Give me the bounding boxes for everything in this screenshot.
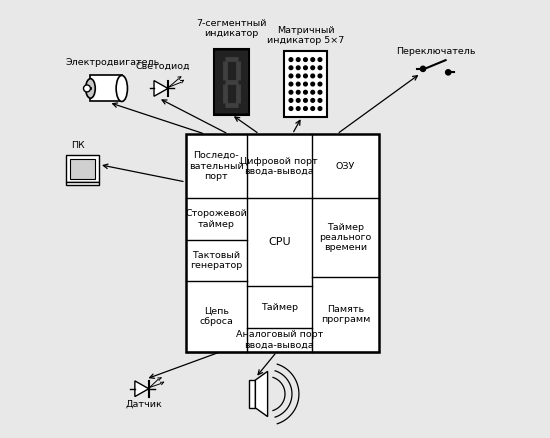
Circle shape xyxy=(318,66,322,70)
Circle shape xyxy=(311,58,315,61)
Circle shape xyxy=(304,107,307,110)
Circle shape xyxy=(304,99,307,102)
Text: 7-сегментный
индикатор: 7-сегментный индикатор xyxy=(196,19,267,39)
Circle shape xyxy=(289,74,293,78)
Circle shape xyxy=(311,90,315,94)
Circle shape xyxy=(318,58,322,61)
Text: Последо-
вательный
порт: Последо- вательный порт xyxy=(189,152,244,181)
Circle shape xyxy=(318,82,322,86)
Circle shape xyxy=(296,66,300,70)
Bar xyxy=(70,159,95,179)
Text: Переключатель: Переключатель xyxy=(397,47,476,56)
Circle shape xyxy=(304,90,307,94)
Circle shape xyxy=(296,58,300,61)
Bar xyxy=(66,155,99,182)
Polygon shape xyxy=(135,381,149,396)
Text: Цепь
сброса: Цепь сброса xyxy=(199,307,233,326)
Circle shape xyxy=(296,82,300,86)
Bar xyxy=(216,50,248,113)
Bar xyxy=(66,182,99,185)
Circle shape xyxy=(420,66,426,71)
Circle shape xyxy=(296,99,300,102)
Circle shape xyxy=(289,58,293,61)
Circle shape xyxy=(446,70,451,75)
Circle shape xyxy=(304,66,307,70)
Ellipse shape xyxy=(116,75,128,102)
Circle shape xyxy=(289,107,293,110)
Text: Электродвигатель: Электродвигатель xyxy=(66,58,160,67)
Circle shape xyxy=(304,58,307,61)
Circle shape xyxy=(318,90,322,94)
Circle shape xyxy=(311,74,315,78)
Text: Таймер
реального
времени: Таймер реального времени xyxy=(320,223,372,252)
Bar xyxy=(90,75,122,102)
Polygon shape xyxy=(255,371,268,417)
Text: Цифровой порт
ввода-вывода: Цифровой порт ввода-вывода xyxy=(240,156,318,176)
Circle shape xyxy=(318,74,322,78)
Text: ОЗУ: ОЗУ xyxy=(336,162,355,171)
Text: Память
программ: Память программ xyxy=(321,304,370,324)
Polygon shape xyxy=(154,81,168,96)
Text: Аналоговый порт
ввода-вывода: Аналоговый порт ввода-вывода xyxy=(235,330,323,350)
Circle shape xyxy=(304,74,307,78)
Circle shape xyxy=(289,66,293,70)
Bar xyxy=(249,380,255,408)
Circle shape xyxy=(296,74,300,78)
Circle shape xyxy=(289,90,293,94)
Circle shape xyxy=(296,90,300,94)
Circle shape xyxy=(318,99,322,102)
Circle shape xyxy=(84,85,90,92)
Text: Датчик: Датчик xyxy=(125,400,162,409)
Circle shape xyxy=(318,107,322,110)
Bar xyxy=(186,134,380,352)
Text: CPU: CPU xyxy=(268,237,290,247)
Bar xyxy=(214,49,249,115)
Circle shape xyxy=(311,99,315,102)
Ellipse shape xyxy=(86,79,95,98)
Bar xyxy=(284,51,327,117)
Circle shape xyxy=(304,82,307,86)
Text: Сторожевой
таймер: Сторожевой таймер xyxy=(185,209,247,229)
Text: Таймер: Таймер xyxy=(261,303,298,311)
Text: Матричный
индикатор 5×7: Матричный индикатор 5×7 xyxy=(267,25,344,45)
Circle shape xyxy=(296,107,300,110)
Text: Светодиод: Светодиод xyxy=(135,62,190,71)
Circle shape xyxy=(311,66,315,70)
Text: ПК: ПК xyxy=(72,141,85,150)
Circle shape xyxy=(289,99,293,102)
Circle shape xyxy=(311,82,315,86)
Text: Тактовый
генератор: Тактовый генератор xyxy=(190,251,243,270)
Circle shape xyxy=(289,82,293,86)
Circle shape xyxy=(311,107,315,110)
